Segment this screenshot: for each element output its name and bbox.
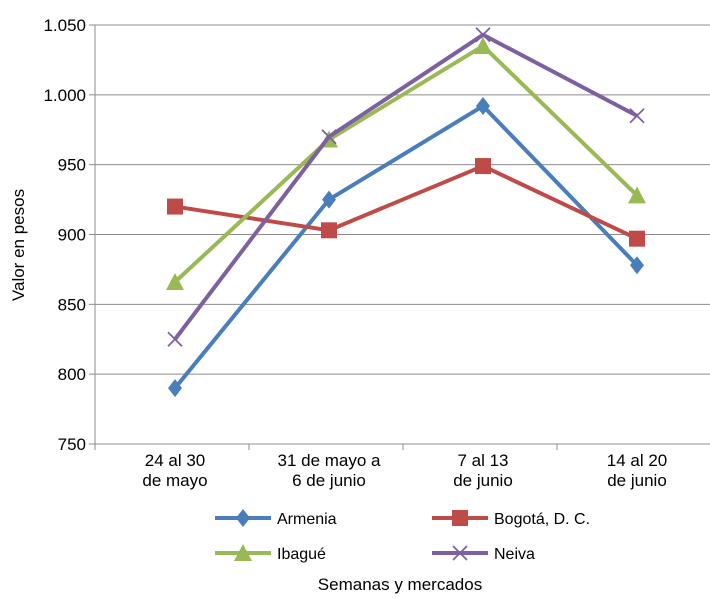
series-0	[168, 97, 644, 398]
legend-item: Bogotá, D. C.	[432, 510, 590, 528]
x-tick-label: 24 al 30 de mayo	[142, 451, 207, 490]
data-point	[168, 379, 182, 398]
marker-stroke	[629, 108, 645, 124]
y-tick-label: 800	[58, 365, 86, 384]
y-tick-label: 1.050	[43, 16, 86, 35]
series-line	[174, 164, 638, 241]
marker-stroke	[452, 545, 468, 561]
y-tick-label: 900	[58, 226, 86, 245]
data-point	[321, 129, 337, 145]
y-axis-label: Valor en pesos	[9, 189, 28, 301]
data-point	[474, 36, 492, 54]
data-point	[476, 97, 490, 116]
data-point	[166, 272, 184, 290]
legend-item: Armenia	[215, 509, 337, 528]
x-tick-label: 7 al 13 de junio	[453, 451, 513, 490]
series-3	[167, 27, 645, 347]
y-tick-label: 850	[58, 295, 86, 314]
y-tick-label: 750	[58, 435, 86, 454]
marker-stroke	[167, 331, 183, 347]
axes	[89, 24, 710, 450]
data-point	[629, 230, 645, 247]
y-tick-label: 1.000	[43, 86, 86, 105]
data-point	[167, 198, 183, 215]
series-1	[167, 158, 645, 247]
y-tick-labels: 750 800 850 900 950 1.000 1.050	[43, 16, 86, 454]
series-line	[173, 32, 638, 341]
legend-label: Neiva	[494, 546, 535, 563]
x-axis-label: Semanas y mercados	[318, 575, 482, 594]
legend: Armenia Bogotá, D. C. Ibagué Neiva	[215, 509, 590, 563]
data-point	[321, 222, 337, 239]
legend-label: Bogotá, D. C.	[494, 511, 590, 528]
legend-label: Ibagué	[277, 546, 326, 563]
data-point	[167, 331, 183, 347]
marker-stroke	[321, 129, 337, 145]
legend-marker	[234, 544, 252, 561]
legend-label: Armenia	[277, 511, 337, 528]
series-line	[173, 104, 639, 390]
series-group	[166, 27, 646, 398]
x-tick-label: 14 al 20 de junio	[607, 451, 668, 490]
data-point	[630, 256, 644, 275]
data-point	[322, 190, 336, 209]
data-point	[628, 186, 646, 204]
legend-marker	[452, 545, 468, 561]
series-line	[173, 43, 639, 284]
legend-marker	[452, 510, 468, 526]
series-2	[166, 36, 646, 290]
marker-stroke	[475, 27, 491, 43]
data-point	[475, 27, 491, 43]
data-point	[475, 158, 491, 175]
legend-item: Neiva	[432, 545, 535, 563]
data-point	[629, 108, 645, 124]
y-tick-label: 950	[58, 156, 86, 175]
legend-marker	[236, 509, 250, 527]
legend-item: Ibagué	[215, 544, 326, 563]
